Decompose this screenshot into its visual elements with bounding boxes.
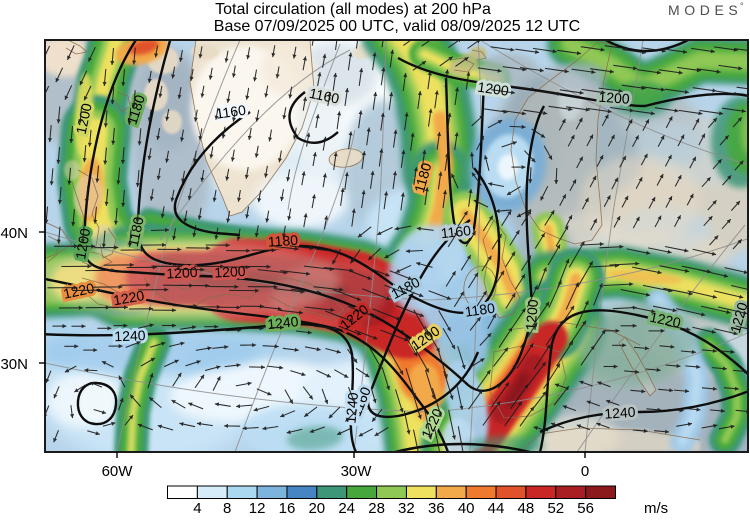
svg-text:36: 36 bbox=[428, 500, 445, 516]
svg-text:30N: 30N bbox=[0, 356, 28, 373]
svg-text:0: 0 bbox=[581, 463, 589, 480]
svg-text:56: 56 bbox=[577, 500, 594, 516]
svg-text:°: ° bbox=[740, 1, 744, 11]
svg-text:Total circulation (all modes): Total circulation (all modes) at 200 hPa bbox=[215, 1, 491, 18]
svg-text:32: 32 bbox=[398, 500, 415, 516]
svg-text:1160: 1160 bbox=[440, 222, 472, 241]
svg-text:m/s: m/s bbox=[644, 500, 668, 516]
svg-text:30W: 30W bbox=[341, 463, 373, 480]
svg-text:24: 24 bbox=[338, 500, 355, 516]
svg-text:1200: 1200 bbox=[522, 298, 541, 331]
svg-text:40: 40 bbox=[458, 500, 475, 516]
svg-text:60W: 60W bbox=[102, 463, 134, 480]
svg-text:1240: 1240 bbox=[267, 313, 300, 332]
svg-text:1240: 1240 bbox=[114, 327, 146, 344]
svg-text:44: 44 bbox=[488, 500, 505, 516]
svg-text:MODES: MODES bbox=[668, 2, 742, 18]
svg-text:40N: 40N bbox=[0, 225, 28, 242]
svg-text:12: 12 bbox=[249, 500, 266, 516]
svg-text:Base 07/09/2025 00 UTC, valid: Base 07/09/2025 00 UTC, valid 08/09/2025… bbox=[214, 18, 580, 35]
svg-text:20: 20 bbox=[308, 500, 325, 516]
svg-text:1200: 1200 bbox=[214, 263, 246, 281]
svg-text:16: 16 bbox=[279, 500, 296, 516]
svg-text:4: 4 bbox=[193, 500, 201, 516]
svg-text:52: 52 bbox=[547, 500, 564, 516]
svg-text:28: 28 bbox=[368, 500, 385, 516]
svg-text:1240: 1240 bbox=[604, 404, 636, 422]
svg-text:48: 48 bbox=[518, 500, 535, 516]
svg-text:8: 8 bbox=[223, 500, 231, 516]
